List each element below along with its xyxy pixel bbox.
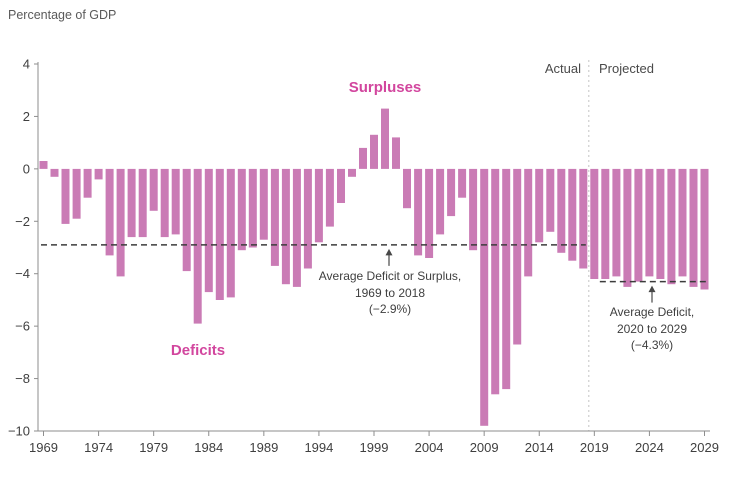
x-tick-label-2014: 2014 — [525, 440, 554, 455]
bar-2027 — [678, 168, 687, 277]
bar-1972 — [72, 168, 81, 219]
bar-1995 — [325, 168, 334, 227]
bar-2012 — [513, 168, 522, 345]
bar-2016 — [557, 168, 566, 253]
bar-1983 — [193, 168, 202, 324]
bar-2015 — [546, 168, 555, 232]
bar-1988 — [248, 168, 257, 248]
avg-projected-line3: (−4.3%) — [630, 338, 674, 352]
bar-2001 — [392, 137, 400, 169]
bar-1993 — [303, 168, 312, 269]
x-tick-label-1969: 1969 — [29, 440, 58, 455]
avg-historical-line1: Average Deficit or Surplus, — [318, 269, 462, 283]
bar-2028 — [689, 168, 698, 287]
bar-2024 — [645, 168, 654, 277]
bar-2014 — [535, 168, 544, 243]
avg-historical-arrow-head — [385, 248, 393, 256]
bar-1975 — [105, 168, 114, 256]
y-tick-label--4: −4 — [15, 266, 30, 281]
bar-1991 — [281, 168, 290, 285]
bar-1982 — [182, 168, 191, 272]
bar-2003 — [414, 168, 423, 256]
bar-2011 — [502, 168, 511, 390]
avg-historical-line2: 1969 to 2018 — [354, 285, 426, 300]
x-tick-label-2029: 2029 — [690, 440, 719, 455]
bar-2010 — [491, 168, 500, 395]
bar-1971 — [61, 168, 70, 224]
bar-2029 — [700, 168, 709, 290]
x-tick-label-1999: 1999 — [360, 440, 389, 455]
bar-1998 — [359, 147, 367, 169]
bar-1979 — [149, 168, 158, 211]
bar-2006 — [447, 168, 456, 217]
bar-2004 — [425, 168, 434, 258]
bar-1997 — [348, 168, 356, 177]
bar-1999 — [370, 134, 378, 169]
y-tick-label--2: −2 — [15, 214, 30, 229]
bar-2013 — [524, 168, 533, 277]
bar-1990 — [270, 168, 279, 266]
x-tick-label-1994: 1994 — [304, 440, 333, 455]
x-tick-label-2004: 2004 — [415, 440, 444, 455]
x-tick-label-1979: 1979 — [139, 440, 168, 455]
bar-1994 — [314, 168, 323, 243]
bar-1980 — [160, 168, 169, 238]
y-tick-label--6: −6 — [15, 319, 30, 334]
bar-2000 — [381, 108, 389, 169]
x-tick-label-1989: 1989 — [249, 440, 278, 455]
y-axis-title: Percentage of GDP — [8, 8, 117, 22]
y-tick-label--8: −8 — [15, 371, 30, 386]
bar-2025 — [656, 168, 665, 279]
avg-projected-arrow-head — [648, 285, 656, 293]
bar-2021 — [612, 168, 621, 277]
x-tick-label-1974: 1974 — [84, 440, 113, 455]
bar-1976 — [116, 168, 125, 277]
avg-projected-annotation: Average Deficit, 2020 to 2029 (−4.3%) — [564, 304, 738, 354]
bar-2018 — [579, 168, 588, 269]
x-tick-label-1984: 1984 — [194, 440, 223, 455]
bar-2020 — [601, 168, 610, 279]
bar-1986 — [226, 168, 235, 298]
bar-1974 — [94, 168, 103, 180]
bar-1996 — [337, 168, 345, 203]
y-tick-label-4: 4 — [23, 57, 30, 72]
projected-label: Projected — [599, 61, 654, 76]
bar-2008 — [469, 168, 478, 251]
x-tick-label-2009: 2009 — [470, 440, 499, 455]
bar-2019 — [590, 168, 599, 279]
bar-1977 — [127, 168, 136, 238]
avg-projected-line1: Average Deficit, — [609, 305, 695, 319]
actual-label: Actual — [544, 61, 581, 76]
bar-1973 — [83, 168, 92, 198]
bar-2007 — [458, 168, 467, 198]
bar-1989 — [259, 168, 268, 240]
bar-1985 — [215, 168, 224, 300]
y-tick-label--10: −10 — [8, 424, 30, 439]
surpluses-label: Surpluses — [348, 79, 422, 96]
bar-2002 — [403, 168, 411, 209]
bar-2023 — [634, 168, 643, 282]
avg-projected-line2: 2020 to 2029 — [616, 321, 688, 336]
y-tick-label-2: 2 — [23, 109, 30, 124]
bar-2022 — [623, 168, 632, 287]
avg-historical-line3: (−2.9%) — [368, 302, 412, 316]
bar-1978 — [138, 168, 147, 238]
bar-2009 — [480, 168, 489, 426]
bar-1992 — [292, 168, 301, 287]
bar-1984 — [204, 168, 213, 293]
bar-2005 — [436, 168, 445, 235]
bar-2017 — [568, 168, 577, 261]
bar-1981 — [171, 168, 180, 235]
bar-1970 — [50, 168, 59, 177]
x-tick-label-2024: 2024 — [635, 440, 664, 455]
bar-2026 — [667, 168, 676, 285]
x-tick-label-2019: 2019 — [580, 440, 609, 455]
y-tick-label-0: 0 — [23, 161, 30, 176]
deficits-label: Deficits — [170, 342, 226, 359]
bar-1969 — [39, 161, 48, 169]
bar-1987 — [237, 168, 246, 251]
avg-historical-annotation: Average Deficit or Surplus, 1969 to 2018… — [290, 268, 490, 318]
